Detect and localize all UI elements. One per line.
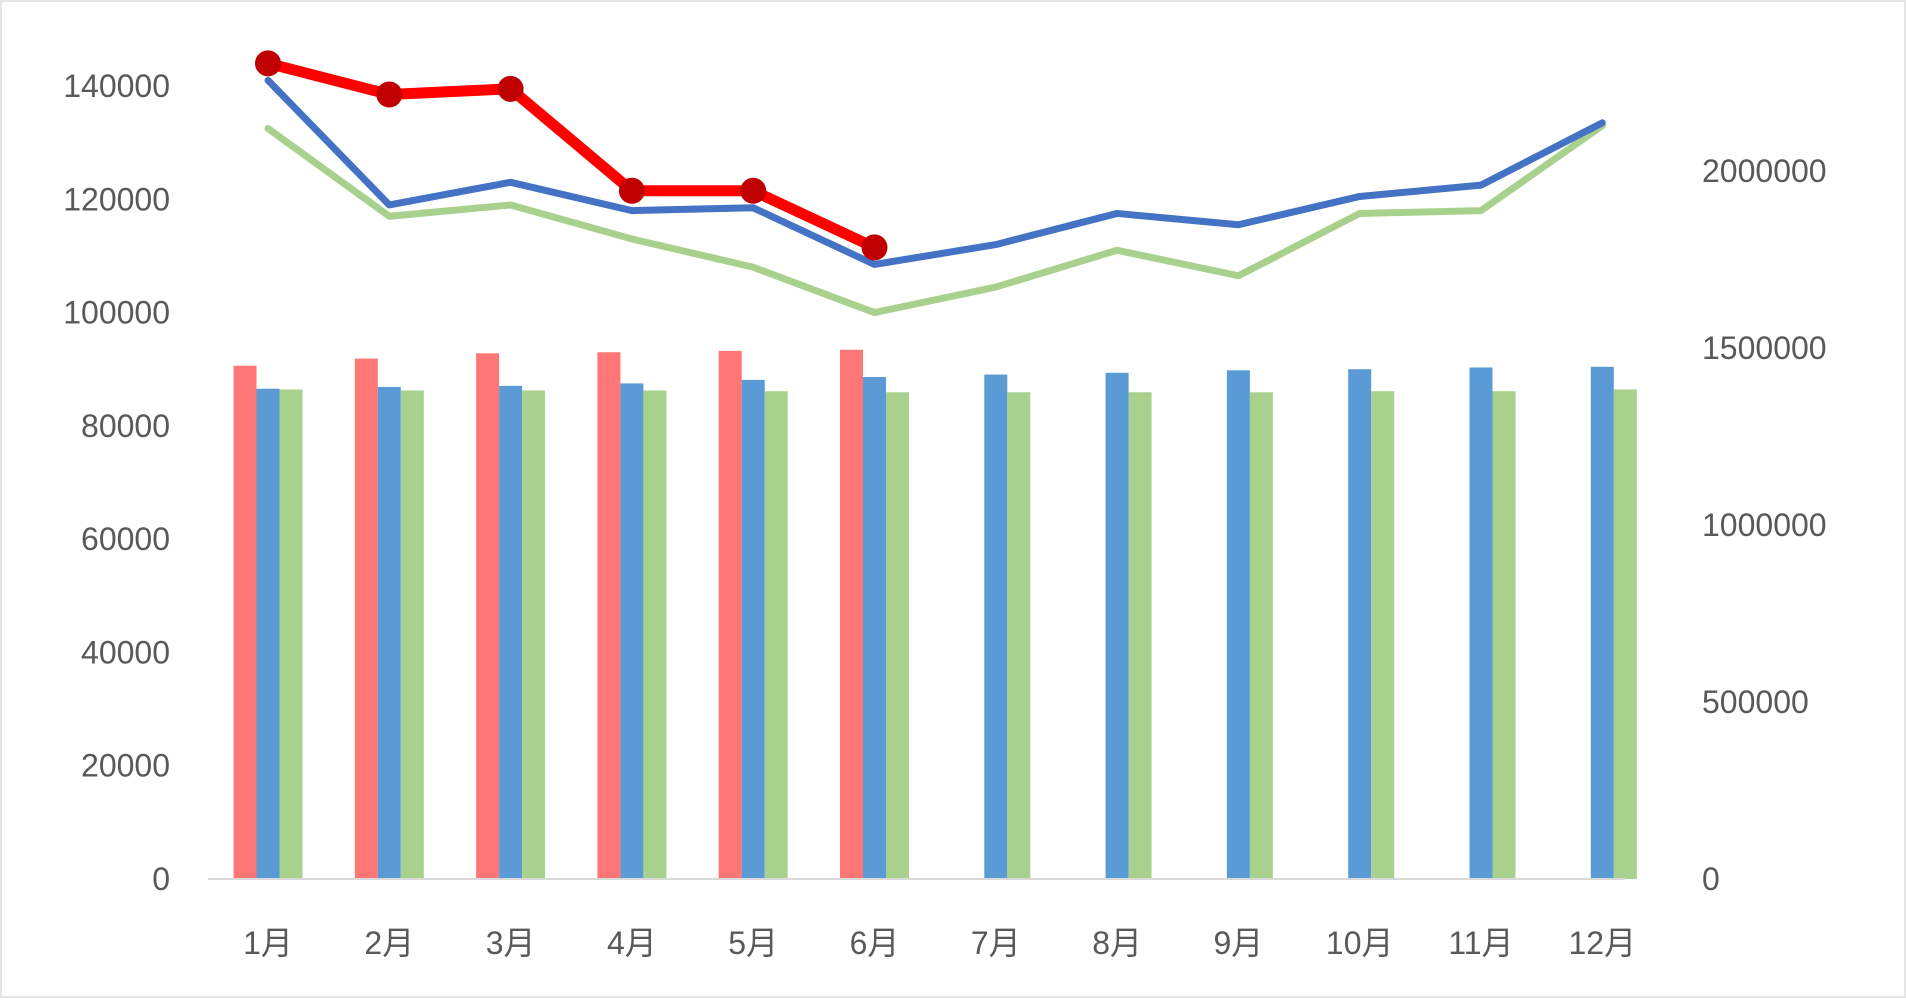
bar-series-2-2月 — [377, 386, 401, 879]
bar-series-1-2月 — [354, 358, 378, 879]
x-tick-label: 2月 — [364, 925, 414, 961]
bar-series-1-6月 — [840, 349, 863, 879]
bar-series-1-1月 — [233, 365, 257, 879]
bar-series-2-8月 — [1105, 372, 1129, 879]
bar-series-3-10月 — [1371, 391, 1395, 879]
x-tick-label: 8月 — [1092, 925, 1142, 961]
line-series-1-point-1月 — [255, 50, 281, 77]
x-tick-label: 5月 — [728, 925, 778, 961]
bar-series-3-3月 — [522, 390, 546, 879]
bar-series-3-12月 — [1613, 389, 1637, 879]
bar-series-3-4月 — [643, 390, 667, 879]
line-series-1-point-6月 — [861, 234, 888, 261]
bars-layer — [233, 349, 1637, 880]
x-tick-label: 9月 — [1213, 925, 1263, 961]
left-tick-label: 140000 — [63, 68, 170, 104]
right-tick-label: 2000000 — [1702, 153, 1827, 189]
left-tick-label: 60000 — [81, 521, 170, 557]
right-tick-label: 1500000 — [1702, 330, 1827, 366]
lines-layer — [255, 50, 1606, 317]
line-series-1-point-5月 — [740, 177, 767, 204]
bar-series-2-3月 — [499, 385, 523, 879]
x-tick-label: 11月 — [1448, 925, 1513, 961]
bar-series-3-9月 — [1249, 392, 1273, 879]
left-tick-label: 20000 — [81, 748, 170, 784]
left-tick-label: 100000 — [63, 295, 170, 331]
bar-series-1-5月 — [718, 350, 742, 879]
x-tick-label: 6月 — [850, 925, 900, 961]
bar-series-2-10月 — [1348, 369, 1372, 879]
bar-series-2-1月 — [256, 388, 280, 879]
bar-series-2-9月 — [1226, 370, 1250, 879]
left-tick-label: 40000 — [81, 634, 170, 670]
bar-series-3-1月 — [279, 389, 303, 879]
x-tick-label: 12月 — [1568, 925, 1636, 961]
bar-series-2-7月 — [984, 374, 1008, 879]
right-tick-label: 0 — [1702, 861, 1720, 897]
bar-series-3-11月 — [1492, 391, 1516, 879]
bar-series-3-5月 — [764, 391, 788, 879]
x-tick-label: 7月 — [971, 925, 1021, 961]
bar-series-3-2月 — [400, 390, 424, 879]
line-series-1-point-3月 — [497, 75, 524, 102]
bar-series-2-12月 — [1590, 366, 1614, 880]
left-y-axis: 0 20000 40000 60000 80000 100000 120000 140000 — [63, 68, 170, 897]
line-series-1-point-4月 — [618, 177, 645, 204]
bar-series-2-6月 — [863, 377, 886, 879]
line-series-1-point-2月 — [376, 81, 403, 108]
x-tick-label: 4月 — [607, 925, 657, 961]
bar-series-2-11月 — [1469, 367, 1493, 879]
bar-series-3-6月 — [886, 392, 909, 879]
bar-series-3-7月 — [1007, 392, 1031, 879]
bar-series-2-5月 — [741, 379, 765, 879]
line-series-2 — [264, 76, 1606, 268]
bar-series-1-3月 — [476, 353, 500, 879]
right-y-axis: 0 500000 1000000 1500000 2000000 — [1702, 153, 1827, 897]
line-series-1 — [262, 57, 880, 253]
left-tick-label: 80000 — [81, 408, 170, 444]
bar-series-3-8月 — [1128, 392, 1152, 879]
left-tick-label: 0 — [152, 861, 170, 897]
x-tick-label: 3月 — [486, 925, 536, 961]
right-tick-label: 500000 — [1702, 684, 1809, 720]
x-tick-label: 10月 — [1326, 925, 1394, 961]
x-tick-label: 1月 — [243, 925, 293, 961]
bar-series-1-4月 — [597, 352, 621, 879]
right-tick-label: 1000000 — [1702, 507, 1827, 543]
bar-series-2-4月 — [620, 383, 644, 879]
x-axis: 1月 2月 3月 4月 5月 6月 7月 8月 9月 10月 11月 12月 — [243, 925, 1636, 961]
line-series-3 — [264, 122, 1606, 317]
left-tick-label: 120000 — [63, 181, 170, 217]
